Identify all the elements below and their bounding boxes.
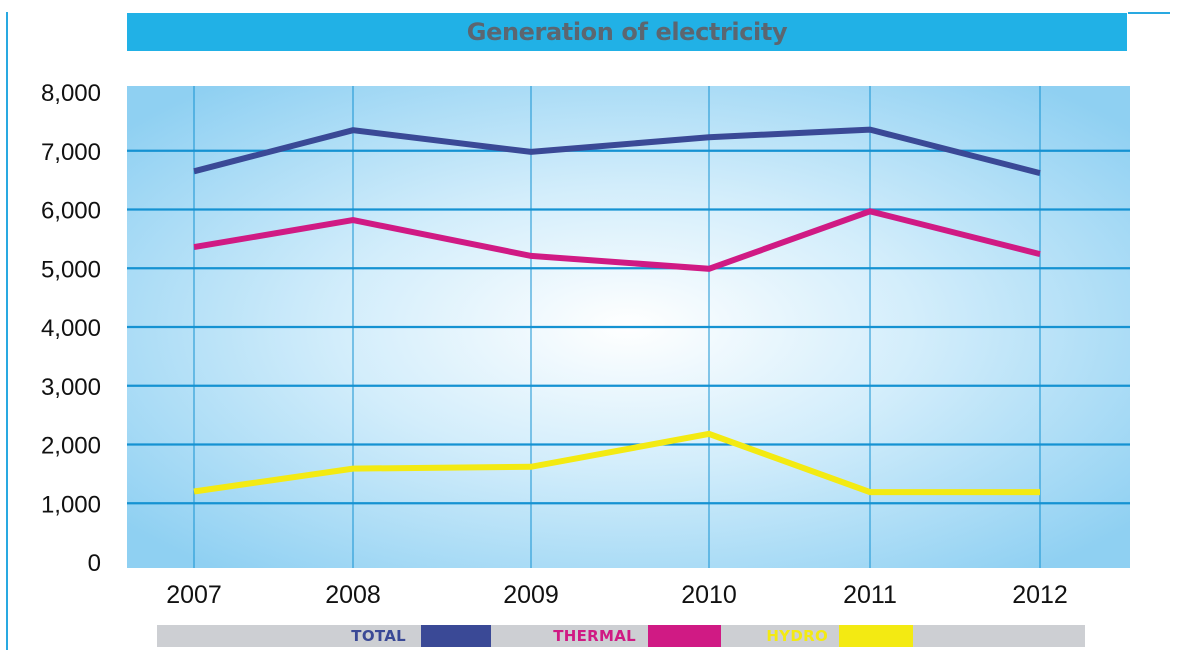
x-tick-label: 2009	[503, 581, 559, 609]
y-tick-label: 6,000	[41, 198, 101, 225]
legend-swatch-thermal	[648, 625, 721, 647]
legend-swatch-total	[421, 625, 491, 647]
chart-title-bar: Generation of electricity	[127, 13, 1127, 51]
y-tick-label: 4,000	[41, 315, 101, 342]
legend-label-hydro: HYDRO	[766, 627, 828, 645]
x-tick-label: 2011	[843, 581, 897, 609]
legend-label-thermal: THERMAL	[553, 627, 636, 645]
series-line-hydro	[193, 430, 1040, 496]
legend-label-total: TOTAL	[351, 627, 406, 645]
y-tick-label: 0	[88, 550, 101, 577]
y-tick-label: 2,000	[41, 433, 101, 460]
y-tick-label: 8,000	[41, 80, 101, 107]
x-tick-label: 2008	[325, 581, 381, 609]
series-line-thermal	[193, 208, 1041, 272]
frame-top-border	[1128, 12, 1170, 14]
y-tick-label: 3,000	[41, 374, 101, 401]
legend: TOTAL THERMAL HYDRO	[157, 625, 1085, 647]
chart-title: Generation of electricity	[466, 18, 788, 46]
x-tick-label: 2010	[681, 581, 737, 609]
x-tick-label: 2007	[166, 581, 222, 609]
frame-left-border	[6, 12, 8, 650]
series-line-total	[193, 126, 1041, 177]
y-tick-label: 5,000	[41, 256, 101, 283]
x-tick-label: 2012	[1012, 581, 1068, 609]
y-tick-label: 1,000	[41, 491, 101, 518]
legend-swatch-hydro	[839, 625, 913, 647]
y-tick-label: 7,000	[41, 139, 101, 166]
